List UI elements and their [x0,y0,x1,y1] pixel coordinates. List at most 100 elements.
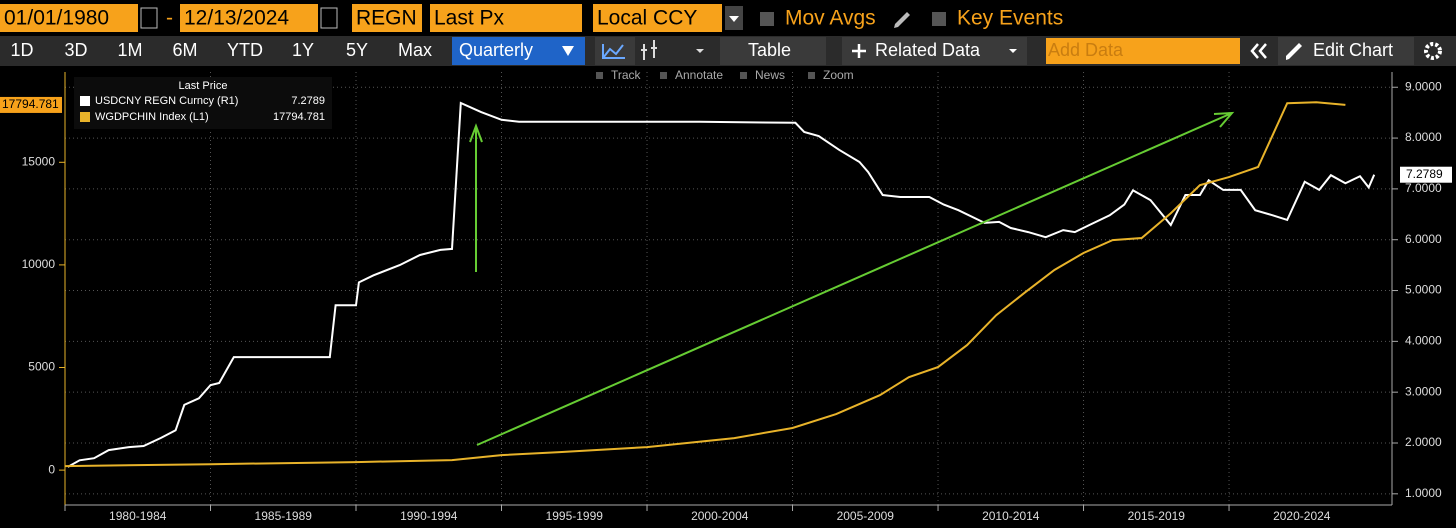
related-data[interactable]: Related Data [875,40,981,60]
date-dash: - [166,7,173,30]
legend-label: USDCNY REGN Curncy (R1) [95,95,238,107]
y2-tick-label: 5.0000 [1405,283,1442,297]
plot [64,101,1376,468]
checkbox[interactable] [760,12,774,26]
key-events[interactable]: Key Events [957,7,1063,30]
y-tick-label: 10000 [22,257,56,271]
legend: Last Price USDCNY REGN Curncy (R1) 7.2789 W… [74,77,332,129]
y2-tick-label: 9.0000 [1405,79,1442,93]
pencil-icon [1286,43,1302,60]
pencil-icon[interactable] [894,12,910,28]
collapse-icon[interactable] [1250,43,1267,59]
frequency-arrow [562,46,574,56]
frequency[interactable]: Quarterly [459,40,533,60]
legend-box [74,77,332,129]
last-value-tags: 7.2789 17794.781 [0,96,1452,183]
calendar-icon[interactable] [320,7,338,29]
x-tick-label: 1985-1989 [255,509,313,523]
currency-box[interactable] [593,4,722,32]
legend-swatch [80,112,90,122]
x-tick-label: 2020-2024 [1273,509,1331,523]
legend-title: Last Price [179,80,228,92]
tool-icon[interactable] [808,72,815,79]
y2-tick-label: 2.0000 [1405,435,1442,449]
security-box[interactable] [352,4,422,32]
last-value-tag [1400,166,1452,183]
date-box[interactable] [0,4,138,32]
start-date[interactable]: 01/01/1980 [4,7,109,30]
legend-value: 17794.781 [273,111,325,123]
x-tick-label: 2005-2009 [837,509,895,523]
toolbar-bottom: Quarterly Table Related Data Add Data Ed… [0,36,1456,66]
end-date[interactable]: 12/13/2024 [184,7,289,30]
period-button[interactable]: 3D [64,40,87,60]
settings-icon[interactable] [1424,42,1442,60]
tool-icon[interactable] [740,72,747,79]
y2-tick-label: 8.0000 [1405,130,1442,144]
series-line [67,101,1376,468]
y-tick-label: 5000 [28,360,55,374]
line-icon [602,44,625,59]
dropdown-arrow [1009,49,1017,53]
legend-value: 7.2789 [291,95,325,107]
related-button[interactable] [842,37,1027,65]
last-value-label: 17794.781 [2,97,59,111]
x-tick-label: 1980-1984 [109,509,167,523]
toolbar-top: 01/01/1980 - 12/13/2024 REGN Last Px Loc… [0,4,1063,32]
field-box[interactable] [430,4,582,32]
x-tick-label: 2000-2004 [691,509,749,523]
dropdown-arrow[interactable] [696,49,704,53]
axes: 0 5000 10000 15000 1.0000 2.0000 3.0000 4.0000 5… [22,72,1442,523]
period-button[interactable]: Max [398,40,432,60]
tool-icon[interactable] [596,72,603,79]
series-line [64,101,1346,468]
period-button[interactable]: 1M [117,40,142,60]
last-value-label: 7.2789 [1406,167,1443,181]
tool-button[interactable]: Zoom [823,68,854,82]
date-box[interactable] [180,4,318,32]
bar-icon[interactable] [641,40,657,60]
edit-chart[interactable]: Edit Chart [1313,40,1393,60]
x-tick-label: 1990-1994 [400,509,458,523]
plus-icon [852,44,866,58]
field[interactable]: Last Px [434,7,505,30]
table-button[interactable] [720,37,826,65]
period-button[interactable]: YTD [227,40,263,60]
y2-tick-label: 4.0000 [1405,334,1442,348]
legend-swatch [80,96,90,106]
arrow-annotation [469,123,483,272]
calendar-icon[interactable] [140,7,158,29]
x-tick-label: 2010-2014 [982,509,1040,523]
period-button[interactable]: 5Y [346,40,368,60]
tool-button[interactable]: Annotate [675,68,723,82]
y2-tick-label: 3.0000 [1405,384,1442,398]
y-tick-label: 0 [48,462,55,476]
x-tick-label: 2015-2019 [1128,509,1186,523]
tool-icon[interactable] [660,72,667,79]
arrow-annotation [476,111,1235,446]
checkbox[interactable] [932,12,946,26]
y2-tick-label: 7.0000 [1405,181,1442,195]
add-data[interactable]: Add Data [1048,40,1124,60]
y2-tick-label: 1.0000 [1405,486,1442,500]
y-tick-label: 15000 [22,154,56,168]
edit-button[interactable] [1278,37,1414,65]
chart-type-button[interactable] [595,37,635,65]
tool-button[interactable]: Track [611,68,642,82]
security[interactable]: REGN [356,7,417,30]
legend-label: WGDPCHIN Index (L1) [95,111,209,123]
period-button[interactable]: 1D [10,40,33,60]
annotations [469,111,1235,446]
currency[interactable]: Local CCY [597,7,697,30]
table[interactable]: Table [748,40,791,60]
x-tick-label: 1995-1999 [546,509,604,523]
mov-avgs[interactable]: Mov Avgs [785,7,876,30]
tool-button[interactable]: News [755,68,785,82]
period-button[interactable]: 6M [172,40,197,60]
y2-tick-label: 6.0000 [1405,232,1442,246]
period-button[interactable]: 1Y [292,40,314,60]
frequency-box[interactable] [452,37,585,65]
dropdown-arrow [729,16,739,22]
add-data-box[interactable] [1046,38,1240,64]
last-value-tag [0,96,62,113]
